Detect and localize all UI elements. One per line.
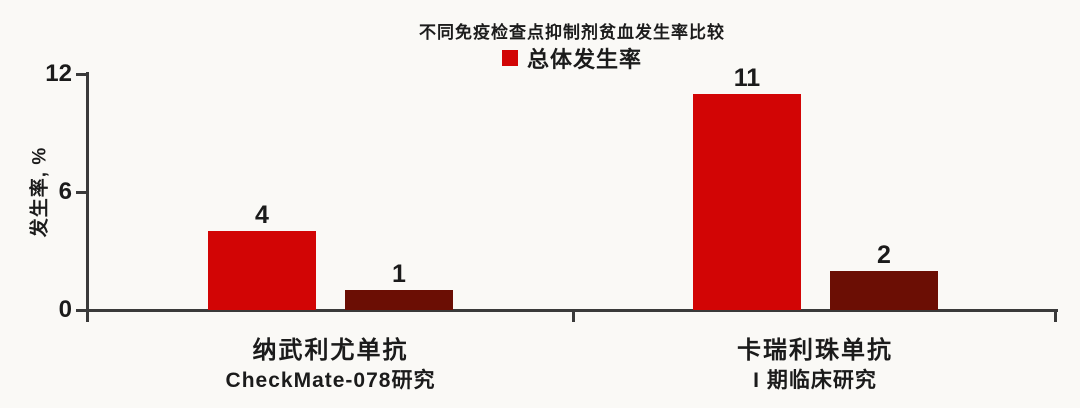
bar-2-2: [830, 271, 938, 310]
y-tick-mark: [76, 72, 88, 76]
x-category-sublabel: I 期临床研究: [753, 369, 877, 392]
y-tick-label: 6: [58, 178, 72, 205]
y-tick-mark: [76, 190, 88, 194]
bar-value-label: 11: [733, 64, 761, 92]
y-tick-label: 12: [45, 60, 72, 87]
bar-value-label: 1: [392, 260, 406, 288]
legend-swatch-red-icon: [501, 50, 518, 66]
legend-label: 总体发生率: [526, 47, 642, 72]
chart-legend: 总体发生率: [88, 42, 1056, 74]
bar-value-label: 2: [877, 241, 891, 269]
y-tick-mark: [76, 308, 88, 312]
y-axis-line: [86, 72, 89, 322]
bar-value-label: 4: [255, 201, 269, 229]
bar-1-2: [345, 290, 453, 310]
x-boundary-tick: [571, 310, 575, 322]
x-category-label: 纳武利尤单抗: [252, 337, 409, 364]
x-boundary-tick: [1053, 310, 1057, 322]
bar-1-1: [208, 231, 316, 310]
x-category-label: 卡瑞利珠单抗: [737, 337, 893, 364]
bar-2-1: [693, 94, 801, 310]
x-category-sublabel: CheckMate-078研究: [225, 369, 436, 392]
y-tick-label: 0: [58, 296, 72, 323]
chart-title: 不同免疫检查点抑制剂贫血发生率比较: [419, 23, 725, 42]
